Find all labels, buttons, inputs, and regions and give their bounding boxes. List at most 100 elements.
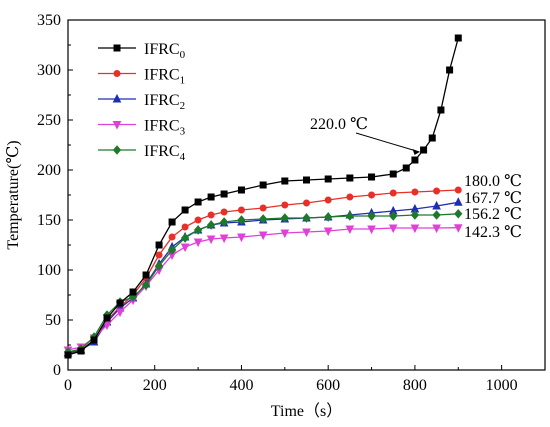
data-point-ifrc1: [454, 186, 462, 194]
data-point-ifrc0: [237, 186, 245, 194]
data-point-ifrc4: [141, 280, 151, 290]
data-point-ifrc1: [220, 208, 228, 216]
annotation-arrow: [355, 132, 420, 153]
data-point-ifrc4: [167, 245, 177, 255]
data-point-ifrc3: [280, 229, 290, 239]
data-point-ifrc3: [237, 233, 246, 243]
data-point-ifrc1: [346, 193, 354, 201]
y-tick-label: 50: [45, 312, 61, 329]
data-point-ifrc4: [193, 225, 203, 235]
data-point-ifrc0: [207, 193, 215, 201]
data-point-ifrc0: [454, 34, 462, 42]
end-value-label: 142.3 ℃: [464, 224, 522, 241]
y-tick-label: 150: [37, 212, 61, 229]
series-ifrc0: [64, 34, 462, 359]
data-point-ifrc4: [258, 214, 268, 224]
legend-label: IFRC3: [144, 118, 186, 138]
end-value-label: 167.7 ℃: [464, 190, 522, 207]
data-point-ifrc3: [115, 308, 125, 318]
legend-marker: [112, 93, 122, 103]
data-point-ifrc4: [206, 220, 216, 230]
data-point-ifrc0: [155, 241, 163, 249]
x-tick-label: 800: [403, 377, 427, 394]
data-point-ifrc0: [129, 288, 137, 296]
data-point-ifrc0: [194, 198, 202, 206]
end-value-label: 156.2 ℃: [464, 206, 522, 223]
legend-marker: [112, 145, 122, 155]
data-point-ifrc0: [411, 156, 419, 164]
data-point-ifrc1: [368, 191, 376, 199]
data-point-ifrc1: [237, 206, 245, 214]
data-point-ifrc0: [64, 351, 72, 359]
data-point-ifrc1: [411, 188, 419, 196]
data-point-ifrc3: [206, 235, 216, 245]
y-tick-label: 200: [37, 162, 61, 179]
data-point-ifrc0: [168, 218, 176, 226]
data-point-ifrc1: [181, 223, 189, 231]
x-tick-label: 400: [229, 377, 253, 394]
data-point-ifrc0: [142, 271, 150, 279]
data-point-ifrc3: [180, 243, 190, 253]
data-point-ifrc3: [323, 227, 333, 237]
data-point-ifrc1: [207, 211, 215, 219]
data-point-ifrc4: [237, 215, 246, 225]
data-point-ifrc0: [368, 173, 376, 181]
y-tick-label: 300: [37, 62, 61, 79]
legend-item-ifrc1: IFRC1: [98, 67, 185, 87]
data-point-ifrc3: [193, 238, 203, 248]
data-point-ifrc1: [194, 216, 202, 224]
data-point-ifrc0: [420, 146, 428, 154]
legend-item-ifrc3: IFRC3: [98, 118, 186, 138]
plot-frame: 0 200 400 600 800 1000 0 50 100 150 200 250 300 350: [37, 12, 546, 394]
data-point-ifrc4: [432, 210, 441, 220]
legend-item-ifrc2: IFRC2: [98, 92, 185, 112]
end-value-label: 180.0 ℃: [464, 173, 522, 190]
legend-marker: [113, 44, 121, 52]
legend-item-ifrc4: IFRC4: [98, 143, 186, 163]
data-point-ifrc0: [428, 134, 436, 142]
legend-marker: [113, 70, 121, 77]
y-tick-label: 350: [37, 12, 61, 29]
peak-annotation-label: 220.0 ℃: [310, 116, 368, 133]
data-point-ifrc0: [346, 174, 354, 182]
legend-marker: [112, 121, 122, 130]
data-point-ifrc0: [259, 181, 267, 189]
series-layer: [63, 34, 463, 359]
data-point-ifrc3: [258, 231, 268, 241]
legend: IFRC0 IFRC1 IFRC2 IFRC3 IFRC4: [98, 41, 186, 163]
series-ifrc3: [63, 224, 463, 356]
x-tick-label: 200: [143, 377, 167, 394]
data-point-ifrc4: [219, 217, 229, 227]
data-point-ifrc0: [281, 177, 289, 185]
data-point-ifrc1: [433, 187, 441, 195]
data-point-ifrc3: [345, 225, 355, 235]
data-point-ifrc0: [324, 175, 332, 183]
legend-item-ifrc0: IFRC0: [98, 41, 186, 61]
data-point-ifrc1: [303, 199, 310, 207]
series-line-ifrc0: [67, 37, 459, 356]
data-point-ifrc4: [302, 213, 311, 223]
data-point-ifrc3: [367, 225, 376, 235]
data-point-ifrc0: [389, 170, 397, 178]
data-point-ifrc3: [432, 224, 441, 234]
data-point-ifrc1: [259, 204, 267, 212]
data-point-ifrc0: [402, 164, 410, 172]
data-point-ifrc2: [453, 197, 463, 206]
data-point-ifrc3: [410, 224, 420, 234]
series-ifrc1: [64, 186, 462, 358]
annotation-arrowhead: [412, 149, 420, 155]
legend-label: IFRC0: [144, 41, 186, 61]
data-point-ifrc0: [77, 347, 85, 355]
legend-label: IFRC2: [144, 92, 185, 112]
data-point-ifrc0: [446, 66, 454, 74]
y-tick-label: 0: [53, 362, 61, 379]
data-point-ifrc4: [454, 209, 463, 219]
data-point-ifrc4: [280, 213, 289, 223]
data-point-ifrc1: [324, 196, 332, 204]
data-point-ifrc0: [220, 190, 228, 198]
legend-label: IFRC1: [144, 67, 185, 87]
data-point-ifrc1: [281, 201, 289, 209]
data-point-ifrc4: [324, 212, 333, 222]
data-point-ifrc0: [437, 106, 445, 114]
